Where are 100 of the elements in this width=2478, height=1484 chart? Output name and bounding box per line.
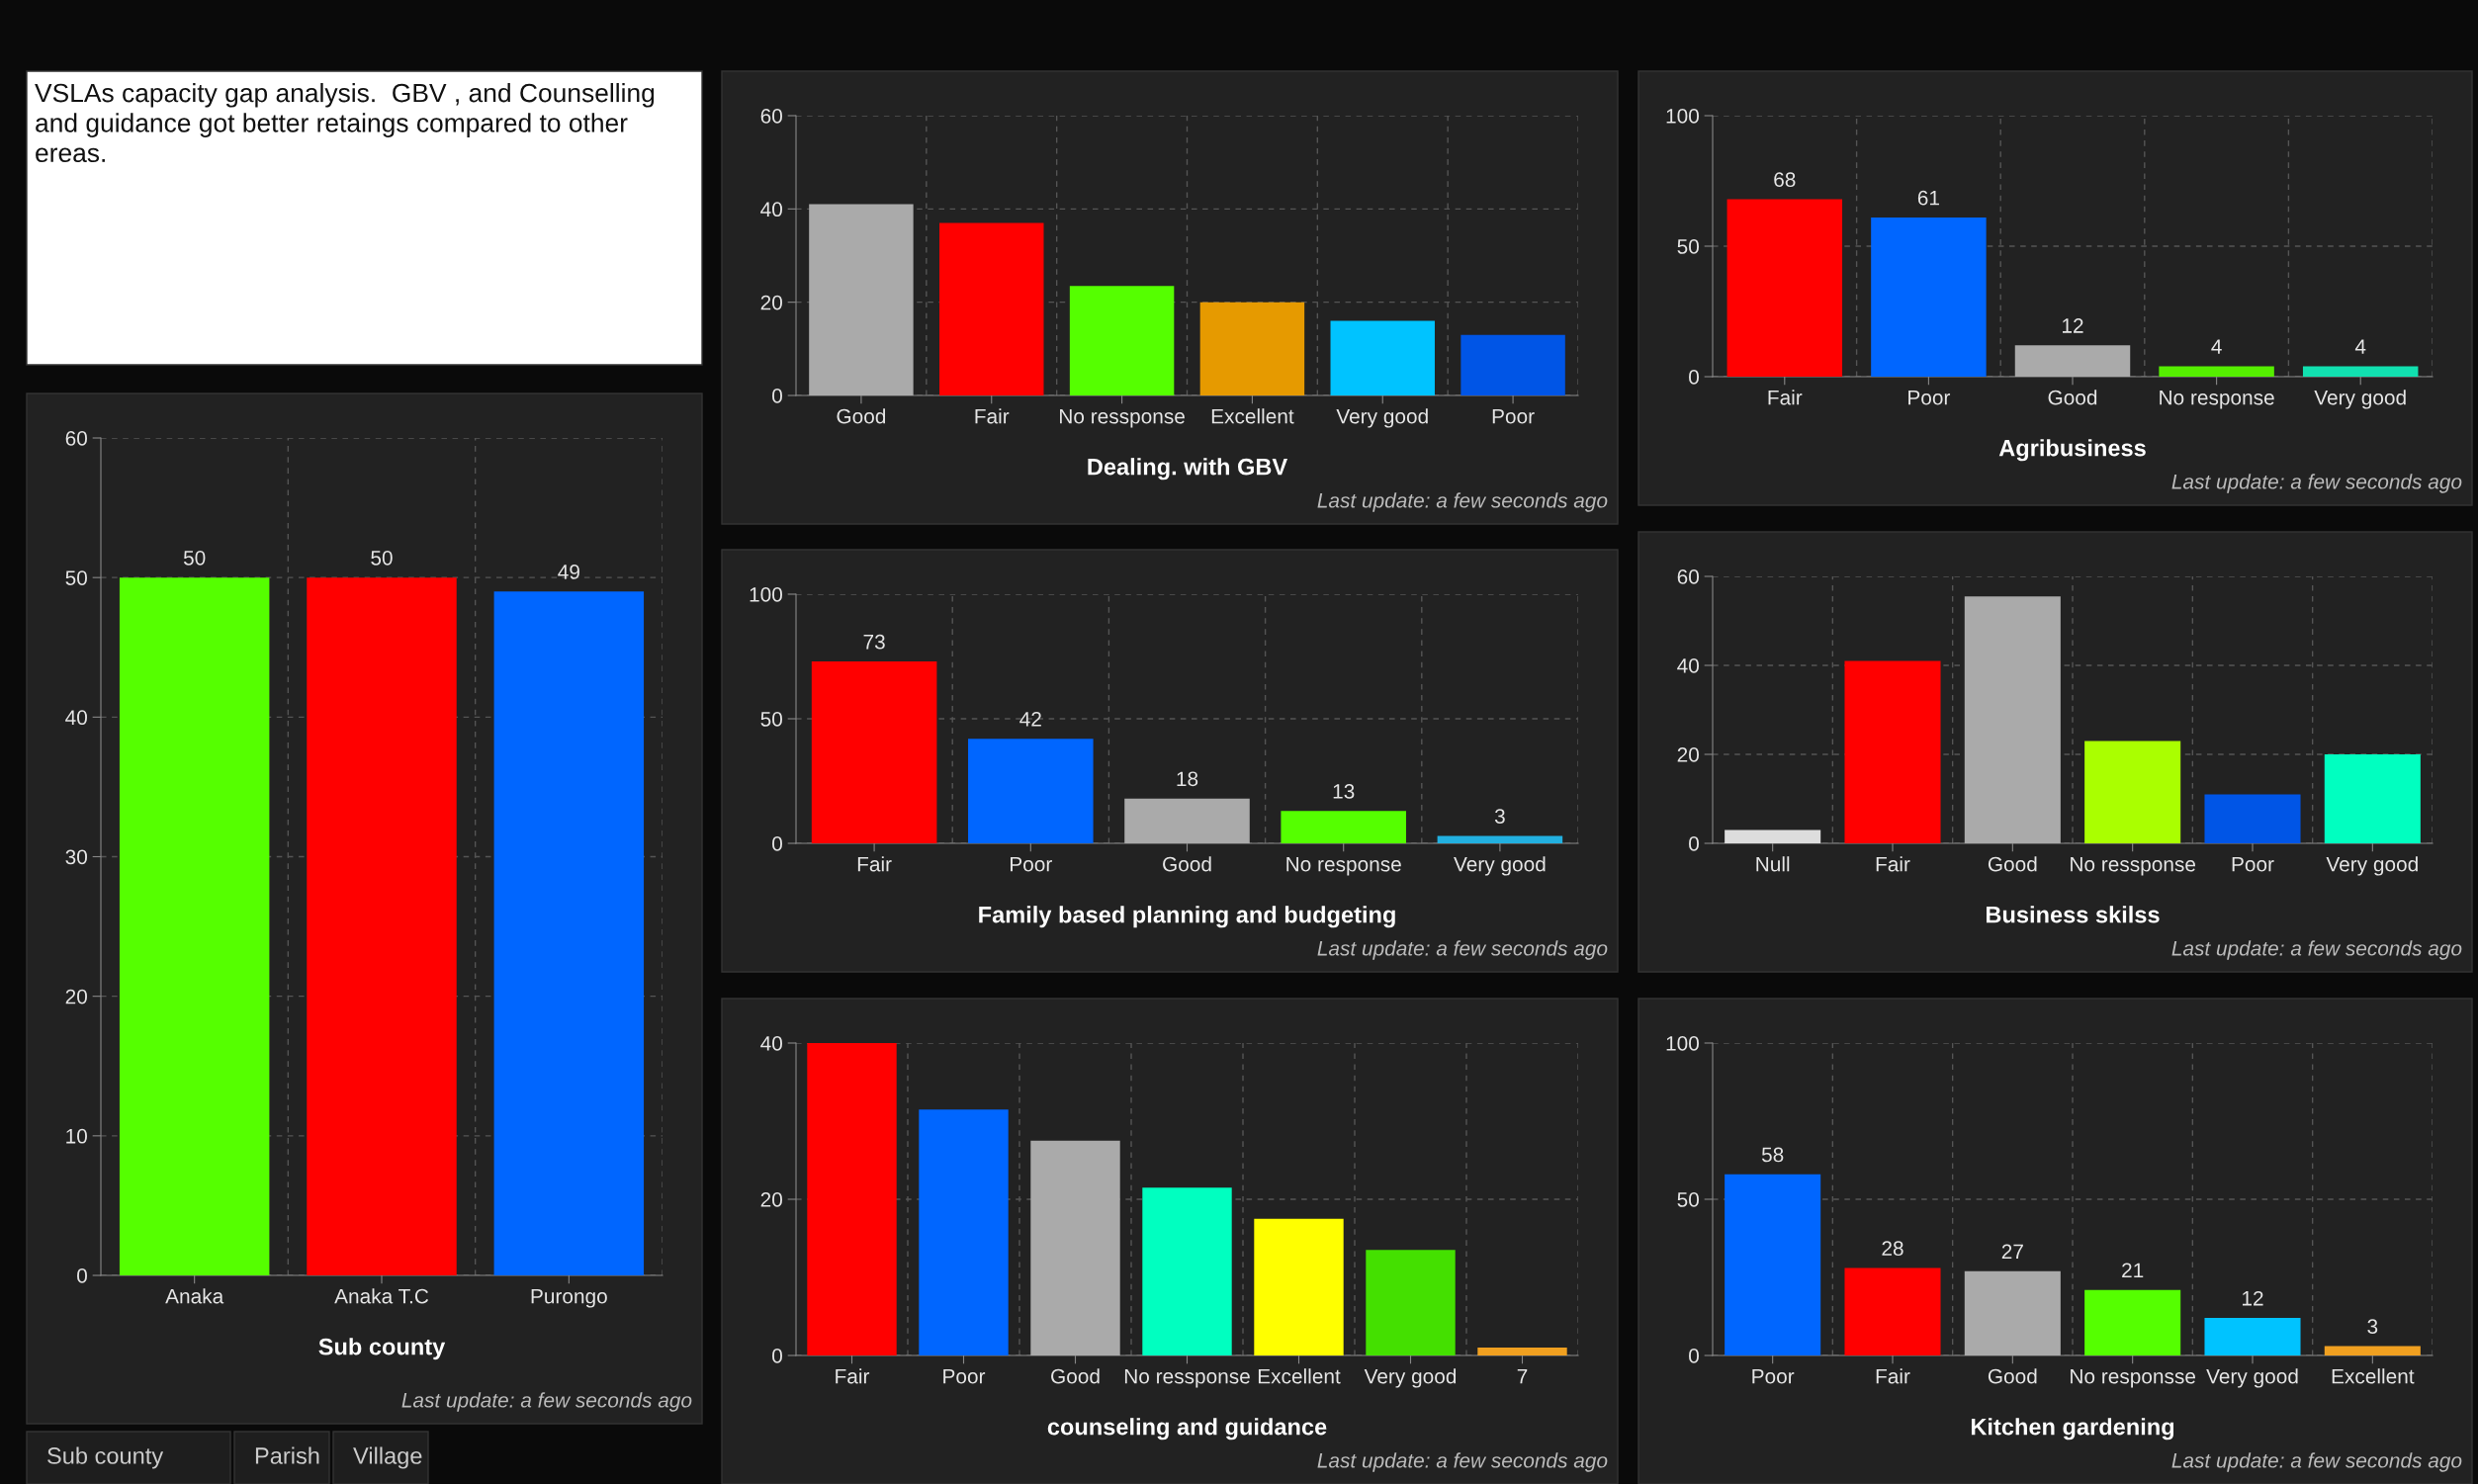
y-tick-label: 40 [65,710,87,726]
bar [1366,1250,1456,1355]
data-label: 12 [2243,1290,2263,1306]
bar [807,1043,897,1355]
x-tick-label: Excellent [1258,1368,1341,1384]
bar [1477,1348,1567,1355]
x-tick-label: Good [1051,1368,1100,1384]
text: Last update: a few seconds ago [2171,940,2462,960]
bar [811,661,937,843]
x-tick-label: Excellent [2332,1368,2415,1384]
bar [1844,660,1941,843]
x-axis-title: Sub county [318,1338,446,1360]
x-axis-title: Agribusiness [1998,439,2146,462]
y-tick-label: 40 [760,1036,782,1051]
bar [2204,794,2301,843]
x-tick-label: Fair [857,856,892,872]
data-label: 3 [2367,1319,2378,1335]
bar [1030,1140,1120,1355]
data-label: 68 [1774,172,1796,188]
bar [1330,320,1435,395]
y-tick-label: 20 [760,1192,782,1207]
y-tick-label: 100 [1666,109,1699,124]
bar [1199,302,1305,395]
bar [1871,217,1987,377]
x-tick-label: Poor [1492,408,1535,424]
data-label: 18 [1177,771,1198,787]
x-tick-label: Poor [2232,856,2274,872]
y-tick-label: 60 [65,431,87,446]
x-tick-label: Fair [1768,390,1803,405]
bar [2324,1346,2421,1355]
bar [1844,1267,1941,1355]
y-tick-label: 50 [65,570,87,585]
x-tick-label: Very good [1336,408,1428,428]
data-label: 21 [2122,1263,2144,1277]
bar [1460,334,1565,395]
y-tick-label: 40 [1677,658,1699,673]
x-tick-label: Very good [1364,1368,1457,1388]
bar [2204,1318,2301,1355]
data-label: 73 [863,634,885,650]
x-tick-label: No ressponse [2071,856,2196,876]
bar [1281,811,1406,843]
text: Sub county [47,1446,164,1469]
x-axis-title: Family based planning and budgeting [979,906,1395,928]
bar [2302,366,2419,377]
x-tick-label: Poor [943,1368,986,1384]
x-axis-title: Kitchen gardening [1971,1418,2174,1440]
data-label: 61 [1917,190,1939,206]
y-tick-label: 0 [1689,1349,1699,1363]
bar [809,204,914,395]
bar [968,739,1094,843]
x-tick-label: No response [2160,390,2274,409]
bar [1069,286,1175,395]
bar [1142,1187,1232,1355]
x-axis-title: Business skilss [1986,906,2160,923]
y-tick-label: 20 [760,295,782,310]
y-tick-label: 20 [65,989,87,1004]
x-tick-label: Anaka T.C [334,1288,429,1304]
data-label: 49 [558,565,579,579]
y-tick-label: 0 [1689,836,1699,851]
x-tick-label: Fair [1876,1368,1910,1384]
bar [939,222,1044,395]
x-tick-label: Null [1756,856,1790,872]
data-label: 42 [1019,711,1041,727]
x-tick-label: Very good [2314,390,2406,409]
text: Village [353,1446,422,1469]
bar [2084,1289,2181,1355]
bar [2014,345,2131,377]
x-tick-label: Purongo [531,1288,607,1308]
x-tick-label: No ressponse [1060,408,1185,428]
bar [919,1109,1009,1355]
data-label: 27 [2001,1244,2023,1260]
x-tick-label: Very good [2326,856,2418,876]
bar [2324,754,2421,843]
text: Last update: a few seconds ago [1317,492,1608,512]
y-tick-label: 10 [66,1128,87,1144]
data-label: 28 [1882,1241,1903,1257]
y-tick-label: 0 [77,1268,87,1283]
bar [1725,829,1821,843]
bar [1124,798,1250,843]
text: Last update: a few seconds ago [1317,1452,1608,1472]
y-tick-label: 0 [772,389,782,403]
data-label: 50 [371,550,393,566]
y-tick-label: 50 [760,712,782,727]
y-tick-label: 0 [772,836,782,851]
text: Parish [255,1446,319,1464]
y-tick-label: 100 [1666,1036,1699,1051]
y-tick-label: 0 [772,1349,782,1363]
y-tick-label: 60 [760,109,782,124]
y-tick-label: 20 [1677,747,1699,762]
data-label: 12 [2063,318,2083,333]
x-axis-title: Dealing. with GBV [1088,458,1288,480]
text: Last update: a few seconds ago [2171,1452,2462,1472]
x-tick-label: Good [1163,856,1211,872]
x-axis-title: counseling and guidance [1047,1418,1327,1440]
x-tick-label: Poor [1011,856,1052,872]
x-tick-label: Poor [1752,1368,1795,1384]
x-tick-label: Fair [1876,856,1910,872]
y-tick-label: 40 [760,202,782,218]
data-label: 4 [2354,339,2366,354]
bar [1964,596,2061,843]
